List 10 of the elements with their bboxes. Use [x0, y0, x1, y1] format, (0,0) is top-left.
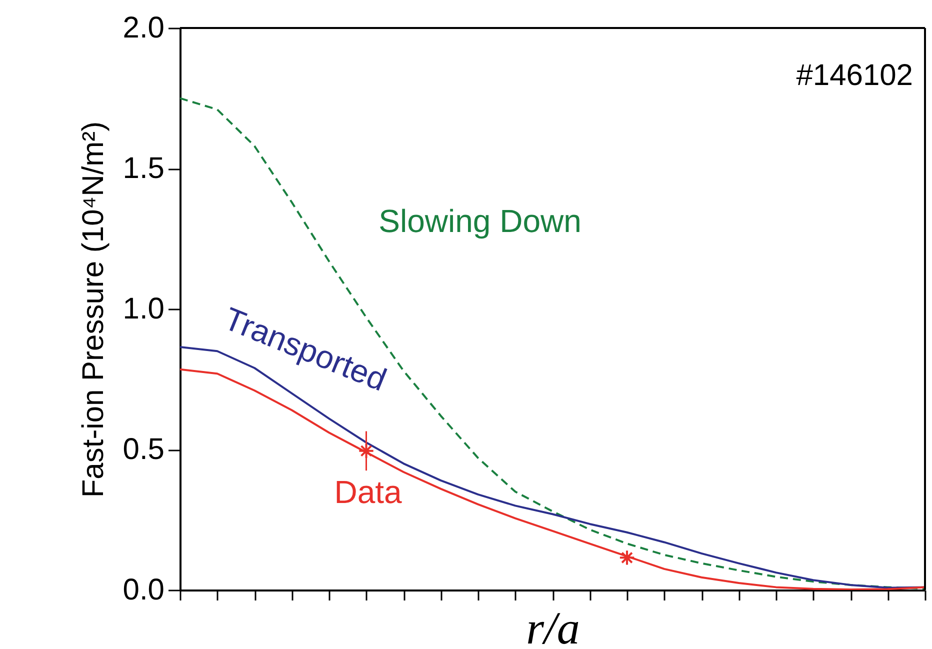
- x-axis-title: r/a: [526, 602, 580, 649]
- y-tick-label: 1.5: [122, 152, 164, 185]
- y-tick-label: 1.0: [122, 292, 164, 326]
- y-tick-label: 0.0: [122, 574, 164, 606]
- annotation: #146102: [796, 59, 913, 92]
- y-tick-label: 2.0: [122, 12, 164, 44]
- series-label: Slowing Down: [378, 203, 582, 239]
- y-tick-label: 0.5: [122, 433, 164, 466]
- y-axis-title: Fast-ion Pressure (10⁴N/m²): [76, 121, 110, 498]
- series-label: Data: [334, 474, 402, 510]
